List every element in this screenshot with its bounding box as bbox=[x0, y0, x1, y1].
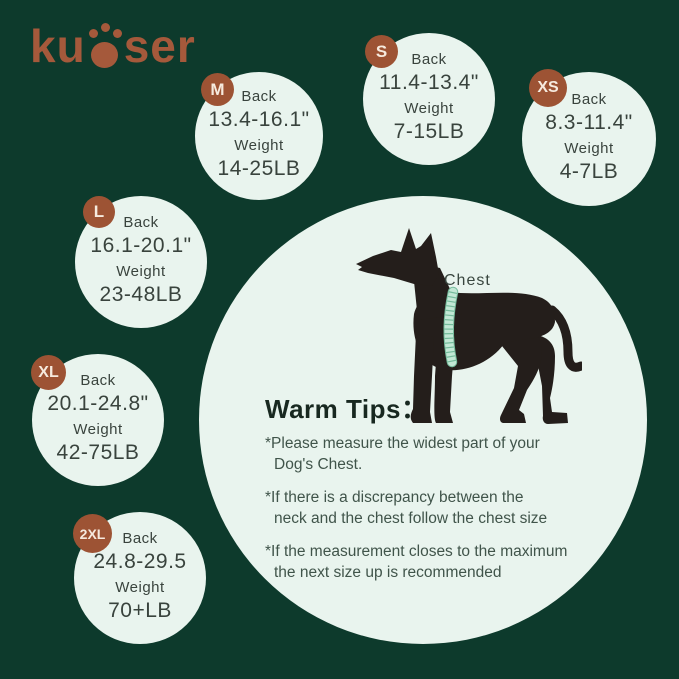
size-badge-xs: XS bbox=[529, 69, 567, 107]
size-circle-m: Back 13.4-16.1" Weight 14-25LB bbox=[195, 72, 323, 200]
paw-icon bbox=[88, 22, 122, 70]
back-range: 11.4-13.4" bbox=[379, 71, 479, 94]
logo-text-suffix: ser bbox=[123, 20, 196, 72]
back-range: 24.8-29.5 bbox=[93, 550, 187, 573]
size-badge-m: M bbox=[201, 73, 234, 106]
warm-tip-3: *If the measurement closes to the maximu… bbox=[265, 543, 568, 581]
dog-head bbox=[356, 228, 439, 286]
brand-logo: ku ser bbox=[30, 22, 196, 70]
dog-silhouette-svg bbox=[356, 228, 586, 424]
size-badge-s: S bbox=[365, 35, 398, 68]
weight-range: 70+LB bbox=[108, 599, 172, 622]
back-label: Back bbox=[571, 91, 607, 108]
back-range: 16.1-20.1" bbox=[90, 234, 192, 257]
warm-tips-section: Warm Tips： *Please measure the widest pa… bbox=[265, 395, 595, 595]
back-label: Back bbox=[241, 88, 277, 105]
weight-range: 14-25LB bbox=[217, 157, 301, 180]
dog-front-leg-near bbox=[410, 334, 434, 423]
back-label: Back bbox=[123, 214, 159, 231]
chest-label: Chest bbox=[444, 272, 491, 289]
weight-label: Weight bbox=[116, 263, 166, 280]
warm-tip-1: *Please measure the widest part of your … bbox=[265, 435, 540, 473]
weight-label: Weight bbox=[234, 137, 284, 154]
back-label: Back bbox=[411, 51, 447, 68]
weight-label: Weight bbox=[73, 421, 123, 438]
weight-label: Weight bbox=[404, 100, 454, 117]
back-label: Back bbox=[122, 530, 158, 547]
size-badge-l: L bbox=[83, 196, 115, 228]
weight-label: Weight bbox=[564, 140, 614, 157]
logo-text-prefix: ku bbox=[30, 20, 86, 72]
warm-tip-2: *If there is a discrepancy between the n… bbox=[265, 489, 548, 527]
size-circle-2xl: Back 24.8-29.5 Weight 70+LB bbox=[74, 512, 206, 644]
size-circle-l: Back 16.1-20.1" Weight 23-48LB bbox=[75, 196, 207, 328]
measuring-tape-icon bbox=[443, 286, 459, 368]
weight-range: 23-48LB bbox=[99, 283, 183, 306]
weight-range: 4-7LB bbox=[559, 160, 619, 183]
size-badge-2xl: 2XL bbox=[73, 514, 112, 553]
size-badge-xl: XL bbox=[31, 355, 66, 390]
back-label: Back bbox=[80, 372, 116, 389]
back-range: 20.1-24.8" bbox=[47, 392, 149, 415]
dog-tail bbox=[547, 305, 586, 372]
weight-range: 7-15LB bbox=[393, 120, 465, 143]
warm-tips-heading: Warm Tips： bbox=[265, 394, 428, 424]
weight-range: 42-75LB bbox=[56, 441, 140, 464]
dog-rear-leg-near bbox=[500, 321, 542, 423]
back-range: 13.4-16.1" bbox=[208, 108, 310, 131]
dog-silhouette-image bbox=[356, 226, 586, 428]
back-range: 8.3-11.4" bbox=[545, 111, 633, 134]
weight-label: Weight bbox=[115, 579, 165, 596]
